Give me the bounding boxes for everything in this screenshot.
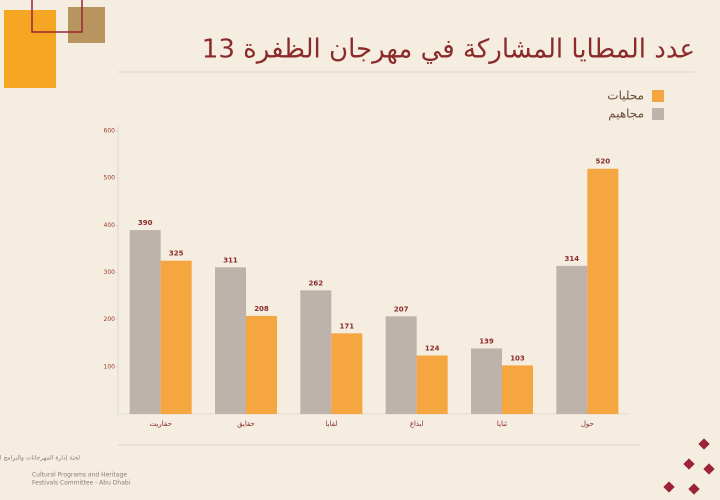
x-tick-label: لقايا	[325, 420, 337, 428]
x-tick-label: ثنايا	[497, 420, 507, 428]
bar	[331, 333, 363, 414]
value-label: 262	[309, 279, 324, 287]
chart-title: عدد المطايا المشاركة في مهرجان الظفرة 13	[202, 35, 695, 65]
legend-swatch	[652, 108, 664, 120]
legend-label: مجاهيم	[608, 107, 644, 121]
bar	[385, 316, 417, 414]
x-tick-label: حول	[581, 420, 594, 428]
decor	[31, 0, 83, 33]
value-label: 314	[565, 255, 580, 263]
value-label: 171	[340, 322, 355, 330]
bar	[129, 230, 161, 414]
value-label: 520	[596, 158, 611, 166]
value-label: 208	[254, 305, 269, 313]
bar	[246, 315, 277, 414]
bar	[215, 267, 246, 414]
bar	[556, 265, 588, 414]
bar	[587, 168, 619, 414]
y-tick-label: 100	[104, 363, 116, 370]
y-tick-label: 200	[104, 316, 116, 323]
value-label: 139	[479, 337, 494, 345]
decor	[663, 438, 715, 495]
y-tick-label: 300	[104, 269, 116, 276]
decor	[68, 7, 105, 43]
value-label: 311	[223, 256, 238, 264]
value-label: 103	[510, 354, 525, 362]
bar	[160, 260, 192, 414]
value-label: 325	[169, 250, 184, 258]
x-tick-label: ايذاع	[410, 420, 424, 428]
y-tick-label: 600	[104, 128, 116, 135]
footer-text: Festivals Committee - Abu Dhabi	[32, 480, 131, 487]
bar	[471, 348, 502, 414]
y-tick-label: 500	[104, 175, 116, 182]
footer-text: لجنة إدارة المهرجانات والبرامج الثقافية …	[0, 454, 80, 462]
x-tick-label: حقايق	[237, 420, 255, 428]
value-label: 390	[138, 219, 153, 227]
value-label: 207	[394, 305, 409, 313]
bar	[502, 365, 533, 414]
x-tick-label: حقاريت	[150, 420, 172, 428]
y-tick-label: 400	[104, 222, 116, 229]
value-label: 124	[425, 345, 440, 353]
decor	[4, 10, 56, 88]
bar	[300, 290, 332, 414]
footer-text: Cultural Programs and Heritage	[32, 472, 127, 479]
legend-label: محليات	[607, 89, 644, 103]
bar	[416, 355, 448, 414]
legend-swatch	[652, 90, 664, 102]
